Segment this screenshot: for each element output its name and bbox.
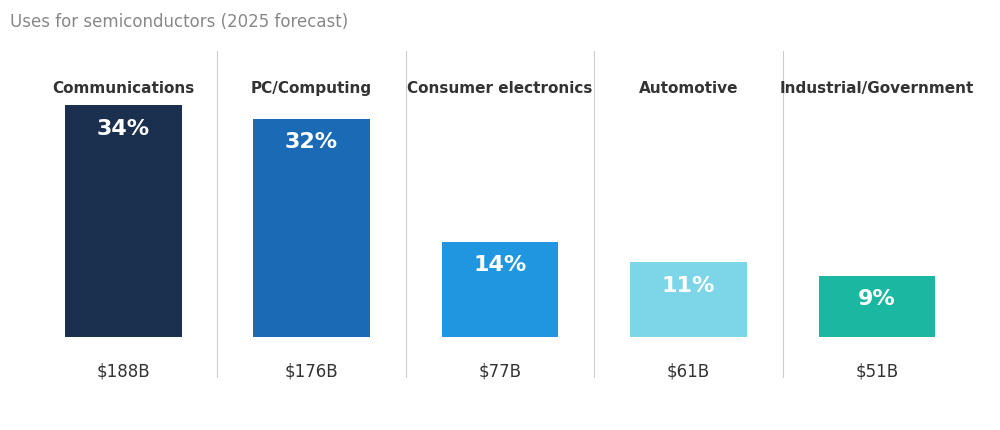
Text: $51B: $51B xyxy=(855,361,898,379)
Bar xyxy=(253,120,370,338)
Text: 11%: 11% xyxy=(662,275,715,295)
Text: 9%: 9% xyxy=(858,289,896,308)
Text: $188B: $188B xyxy=(96,361,150,379)
Bar xyxy=(819,276,935,338)
Text: 32%: 32% xyxy=(285,132,338,152)
Text: Uses for semiconductors (2025 forecast): Uses for semiconductors (2025 forecast) xyxy=(10,13,348,31)
Text: $61B: $61B xyxy=(667,361,710,379)
Text: 14%: 14% xyxy=(473,255,527,274)
Bar xyxy=(65,106,182,338)
Text: $77B: $77B xyxy=(479,361,522,379)
Bar xyxy=(442,242,558,338)
Text: Automotive: Automotive xyxy=(639,81,738,96)
Text: 34%: 34% xyxy=(97,118,150,138)
Text: PC/Computing: PC/Computing xyxy=(251,81,372,96)
Text: Consumer electronics: Consumer electronics xyxy=(407,81,593,96)
Text: Communications: Communications xyxy=(52,81,194,96)
Text: Industrial/Government: Industrial/Government xyxy=(780,81,974,96)
Text: $176B: $176B xyxy=(285,361,338,379)
Bar xyxy=(630,263,747,338)
